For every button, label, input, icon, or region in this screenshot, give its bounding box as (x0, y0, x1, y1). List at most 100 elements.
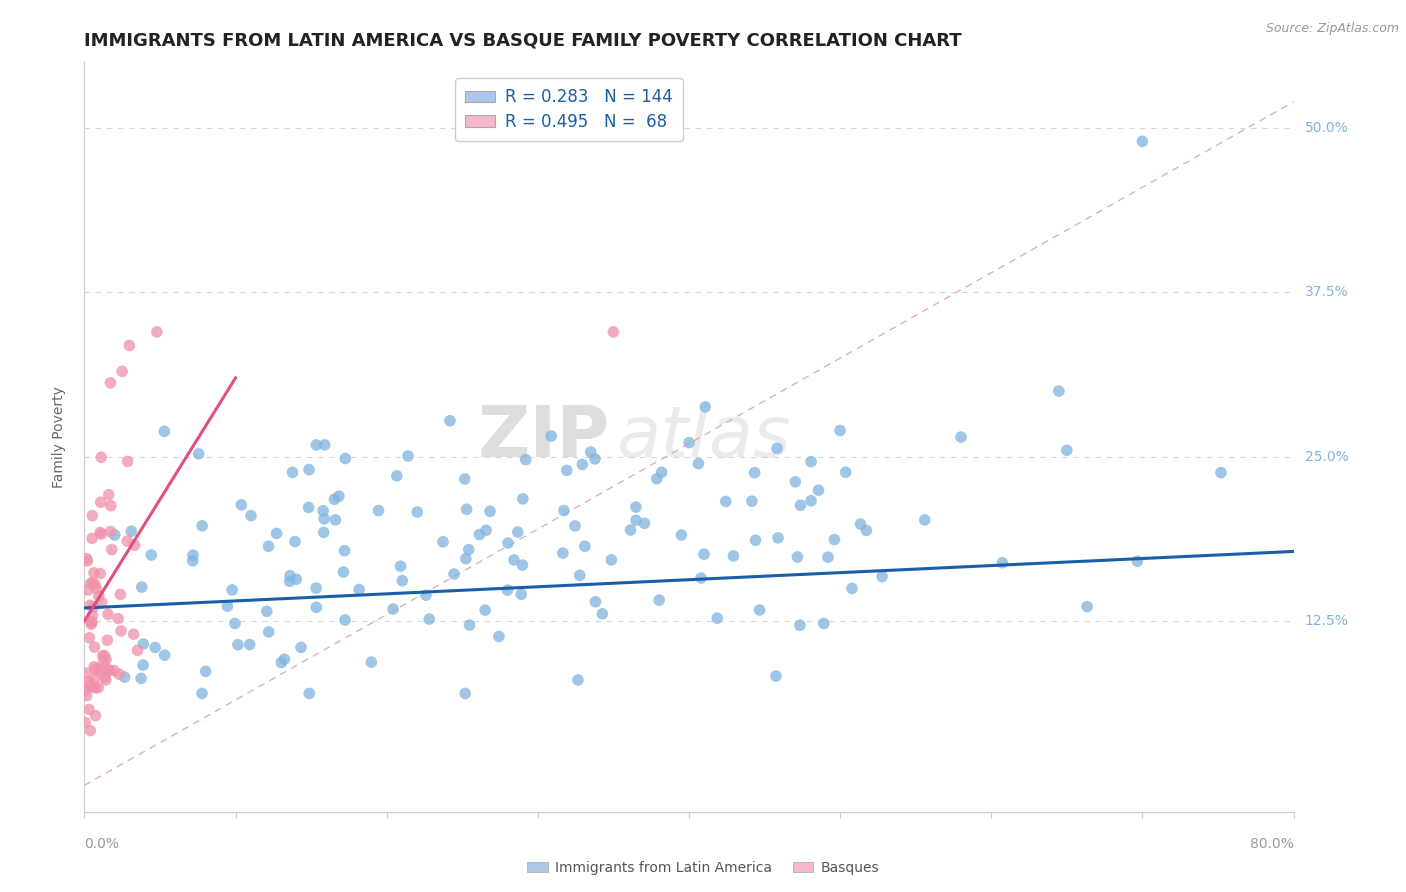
Point (93, 648, 115, 663)
Text: 0.0%: 0.0% (84, 837, 120, 851)
Point (389, 559, 412, 574)
Point (256, 604, 278, 618)
Point (510, 587, 533, 601)
Point (744, 466, 766, 480)
Point (120, 524, 142, 539)
Point (87, 589, 110, 603)
Point (817, 550, 839, 565)
Point (77, 702, 100, 716)
Point (396, 449, 419, 463)
Point (257, 539, 280, 553)
Point (454, 686, 477, 700)
Point (305, 600, 328, 615)
Point (585, 595, 607, 609)
Point (94, 670, 117, 684)
Point (129, 672, 152, 686)
Point (789, 498, 811, 512)
Point (515, 452, 537, 467)
Point (432, 534, 454, 549)
Point (284, 534, 307, 549)
Point (314, 512, 336, 526)
Point (418, 612, 440, 626)
Point (76, 689, 98, 703)
Point (285, 572, 308, 586)
Point (191, 518, 214, 533)
Point (1076, 599, 1098, 614)
Point (75, 715, 97, 730)
Point (103, 664, 125, 678)
Legend: Immigrants from Latin America, Basques: Immigrants from Latin America, Basques (522, 855, 884, 880)
Point (89, 525, 111, 540)
Point (83, 640, 105, 654)
Point (84, 708, 107, 723)
Point (333, 613, 356, 627)
Point (950, 430, 973, 444)
Point (281, 466, 304, 480)
Point (221, 582, 243, 597)
Point (79, 599, 101, 613)
Point (454, 472, 477, 486)
Point (82, 508, 104, 523)
Point (600, 553, 623, 567)
Point (624, 500, 647, 514)
Point (1047, 384, 1070, 398)
Point (224, 616, 246, 631)
Point (91, 656, 114, 670)
Point (100, 542, 122, 557)
Point (314, 438, 336, 452)
Point (512, 558, 534, 572)
Point (76, 554, 98, 568)
Point (83, 671, 105, 685)
Point (855, 524, 877, 538)
Point (602, 325, 624, 339)
Point (239, 638, 262, 652)
Point (360, 655, 382, 669)
Point (991, 556, 1014, 570)
Point (475, 523, 498, 537)
Point (323, 492, 346, 507)
Point (624, 513, 647, 527)
Point (117, 534, 139, 549)
Point (217, 599, 239, 614)
Point (800, 493, 823, 508)
Point (741, 494, 763, 508)
Point (278, 574, 301, 589)
Point (83, 566, 105, 580)
Point (83, 577, 105, 591)
Point (496, 536, 519, 550)
Point (714, 494, 737, 508)
Point (114, 670, 136, 684)
Point (141, 548, 163, 562)
Point (474, 603, 496, 617)
Point (555, 463, 578, 477)
Text: ZIP: ZIP (478, 402, 610, 472)
Point (86, 582, 108, 596)
Point (583, 451, 606, 466)
Point (132, 637, 155, 651)
Point (305, 438, 328, 452)
Point (83, 599, 105, 614)
Y-axis label: Family Poverty: Family Poverty (52, 386, 66, 488)
Point (297, 500, 319, 515)
Point (785, 475, 807, 489)
Point (231, 498, 253, 512)
Point (97, 488, 120, 502)
Point (90, 450, 112, 465)
Point (83, 660, 105, 674)
Point (333, 543, 356, 558)
Point (96, 633, 118, 648)
Point (567, 673, 589, 687)
Point (633, 516, 655, 531)
Point (914, 513, 936, 527)
Point (146, 325, 169, 339)
Point (89, 566, 111, 581)
Point (695, 400, 717, 414)
Point (488, 630, 510, 644)
Point (748, 603, 770, 617)
Point (479, 504, 502, 518)
Point (744, 533, 766, 548)
Point (457, 542, 479, 557)
Point (153, 425, 176, 439)
Point (335, 451, 357, 466)
Point (553, 503, 575, 517)
